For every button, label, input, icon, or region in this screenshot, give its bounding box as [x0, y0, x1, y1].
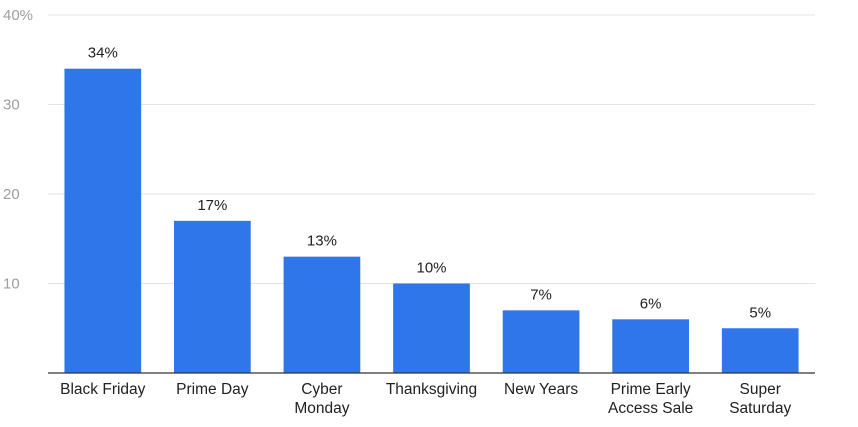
category-label-3: Thanksgiving — [386, 381, 477, 398]
category-label-2-line-1: Monday — [294, 400, 349, 417]
bar-1 — [174, 220, 251, 373]
data-label-3: 10% — [416, 260, 446, 277]
y-tick-label-10: 10 — [3, 276, 20, 293]
category-label-6: Super Saturday — [729, 381, 791, 417]
category-label-6-line-0: Super — [740, 381, 781, 398]
category-label-0-line-0: Black Friday — [60, 381, 146, 398]
bar-2 — [283, 256, 361, 373]
category-label-4: New Years — [504, 381, 578, 398]
category-label-1-line-0: Prime Day — [176, 381, 249, 398]
bar-3 — [393, 283, 470, 373]
bar-6 — [721, 328, 799, 373]
data-label-5: 6% — [640, 295, 662, 312]
y-tick-label-30: 30 — [3, 97, 20, 114]
category-label-5-line-1: Access Sale — [608, 400, 693, 417]
data-label-2: 13% — [307, 233, 337, 250]
category-label-3-line-0: Thanksgiving — [386, 381, 477, 398]
category-label-0: Black Friday — [60, 381, 146, 398]
category-labels: Black Friday Prime Day Cyber Monday Thanksgi… — [60, 381, 791, 417]
bar-5 — [612, 319, 689, 373]
category-label-6-line-1: Saturday — [729, 400, 791, 417]
bar-4 — [502, 310, 580, 373]
gridlines — [48, 14, 815, 284]
category-label-2-line-0: Cyber — [301, 381, 342, 398]
data-label-6: 5% — [749, 304, 771, 321]
data-label-0: 34% — [88, 45, 118, 62]
category-label-4-line-0: New Years — [504, 381, 578, 398]
category-label-5-line-0: Prime Early — [611, 381, 691, 398]
category-label-2: Cyber Monday — [294, 381, 349, 417]
y-tick-label-40: 40% — [3, 7, 33, 24]
data-label-4: 7% — [530, 286, 552, 303]
y-axis-ticks: 10 20 30 40% — [3, 7, 33, 293]
data-labels: 34% 17% 13% 10% 7% 6% 5% — [88, 45, 771, 322]
y-tick-label-20: 20 — [3, 186, 20, 203]
category-label-5: Prime Early Access Sale — [608, 381, 693, 417]
category-label-1: Prime Day — [176, 381, 249, 398]
data-label-1: 17% — [197, 197, 227, 214]
bar-0 — [64, 68, 142, 373]
bars — [64, 68, 799, 373]
